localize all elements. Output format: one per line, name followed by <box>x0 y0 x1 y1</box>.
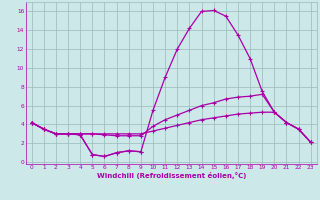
X-axis label: Windchill (Refroidissement éolien,°C): Windchill (Refroidissement éolien,°C) <box>97 172 246 179</box>
